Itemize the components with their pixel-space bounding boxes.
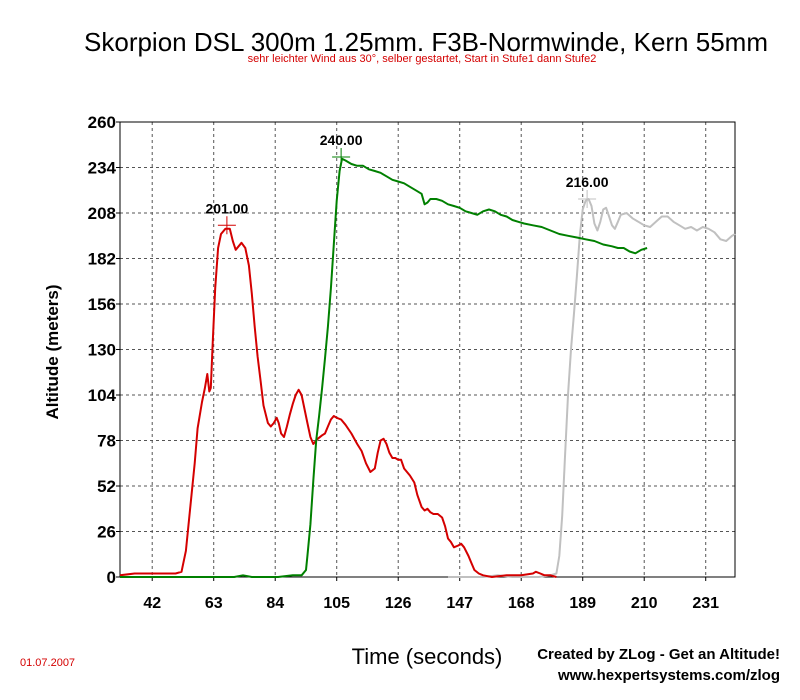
x-tick-label: 210 xyxy=(631,595,658,612)
series-line-1 xyxy=(119,227,557,578)
y-tick-label: 156 xyxy=(88,295,116,314)
x-tick-label: 189 xyxy=(569,595,596,612)
y-tick-label: 260 xyxy=(88,113,116,132)
peak-label: 240.00 xyxy=(320,132,363,148)
x-tick-label: 168 xyxy=(508,595,535,612)
chart-title: Skorpion DSL 300m 1.25mm. F3B-Normwinde,… xyxy=(84,27,768,57)
x-tick-label: 126 xyxy=(385,595,412,612)
series-lines xyxy=(119,157,736,578)
y-tick-label: 104 xyxy=(88,386,117,405)
date-stamp: 01.07.2007 xyxy=(20,657,75,669)
x-tick-label: 147 xyxy=(446,595,473,612)
y-tick-label: 52 xyxy=(97,477,116,496)
x-tick-label: 42 xyxy=(143,595,161,612)
peak-label: 216.00 xyxy=(566,174,609,190)
y-axis-label: Altitude (meters) xyxy=(43,284,62,419)
y-tick-label: 130 xyxy=(88,341,116,360)
x-tick-label: 84 xyxy=(266,595,284,612)
y-tick-label: 234 xyxy=(88,159,117,178)
credit-text: Created by ZLog - Get an Altitude! xyxy=(537,646,780,663)
website-text: www.hexpertsystems.com/zlog xyxy=(557,667,780,684)
x-tick-label: 231 xyxy=(692,595,719,612)
chart-subtitle: sehr leichter Wind aus 30°, selber gesta… xyxy=(248,53,597,65)
series-line-3 xyxy=(448,198,736,578)
x-axis-ticks: 42 63 84 105 126 147 168 189 210 231 xyxy=(143,577,719,612)
x-axis-label: Time (seconds) xyxy=(352,644,503,669)
grid xyxy=(120,122,735,577)
y-tick-label: 0 xyxy=(107,568,116,587)
y-tick-label: 78 xyxy=(97,432,116,451)
peak-markers: 201.00 240.00 216.00 xyxy=(205,132,609,235)
x-tick-label: 63 xyxy=(205,595,223,612)
x-tick-label: 105 xyxy=(323,595,350,612)
y-tick-label: 208 xyxy=(88,204,116,223)
series-line-2 xyxy=(120,157,648,578)
peak-label: 201.00 xyxy=(205,200,248,216)
y-tick-label: 182 xyxy=(88,250,116,269)
y-tick-label: 26 xyxy=(97,523,116,542)
